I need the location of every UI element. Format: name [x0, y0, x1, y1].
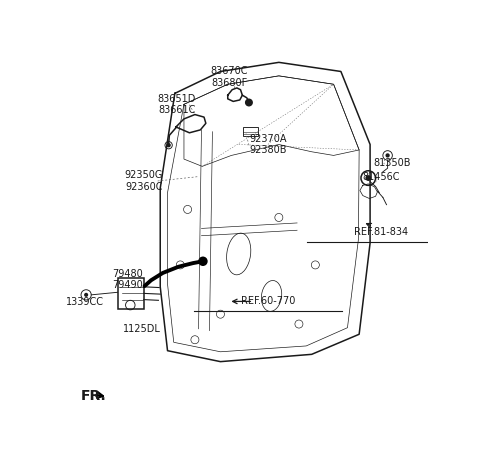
Circle shape	[246, 99, 252, 106]
Circle shape	[385, 153, 390, 157]
Text: FR.: FR.	[81, 389, 107, 402]
Text: 1339CC: 1339CC	[66, 297, 104, 307]
Circle shape	[198, 256, 208, 266]
Text: 92370A
92380B: 92370A 92380B	[250, 134, 287, 155]
Bar	[243, 128, 258, 137]
Text: 79480
79490: 79480 79490	[112, 269, 143, 290]
Text: 92350G
92360C: 92350G 92360C	[125, 170, 163, 192]
Bar	[118, 278, 144, 309]
Text: 83651D
83661C: 83651D 83661C	[157, 93, 196, 115]
Text: REF.81-834: REF.81-834	[354, 227, 408, 237]
Text: 81350B: 81350B	[373, 158, 411, 168]
Circle shape	[167, 144, 170, 146]
Text: 83670C
83680F: 83670C 83680F	[211, 66, 248, 88]
Text: 1125DL: 1125DL	[123, 324, 161, 334]
Text: REF.60-770: REF.60-770	[240, 296, 295, 306]
Text: 81456C: 81456C	[362, 172, 400, 182]
Circle shape	[365, 175, 371, 181]
Circle shape	[84, 293, 88, 297]
